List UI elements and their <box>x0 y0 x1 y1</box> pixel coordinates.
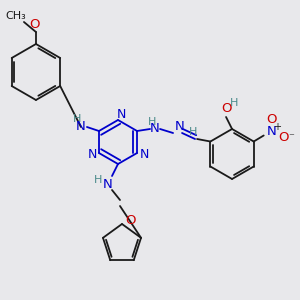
Text: N: N <box>140 148 149 161</box>
Text: O: O <box>278 131 289 144</box>
Text: N: N <box>150 122 160 136</box>
Text: N: N <box>116 107 126 121</box>
Text: O: O <box>221 103 231 116</box>
Text: H: H <box>73 114 81 124</box>
Text: N: N <box>76 121 86 134</box>
Text: O: O <box>266 113 277 126</box>
Text: N: N <box>175 121 185 134</box>
Text: N: N <box>267 125 277 138</box>
Text: H: H <box>94 175 102 185</box>
Text: N: N <box>87 148 97 161</box>
Text: H: H <box>230 98 238 108</box>
Text: O: O <box>30 17 40 31</box>
Text: N: N <box>103 178 113 190</box>
Text: H: H <box>189 127 197 137</box>
Text: H: H <box>148 117 156 127</box>
Text: +: + <box>273 122 281 133</box>
Text: ⁻: ⁻ <box>288 133 294 142</box>
Text: CH₃: CH₃ <box>6 11 26 21</box>
Text: O: O <box>125 214 135 226</box>
